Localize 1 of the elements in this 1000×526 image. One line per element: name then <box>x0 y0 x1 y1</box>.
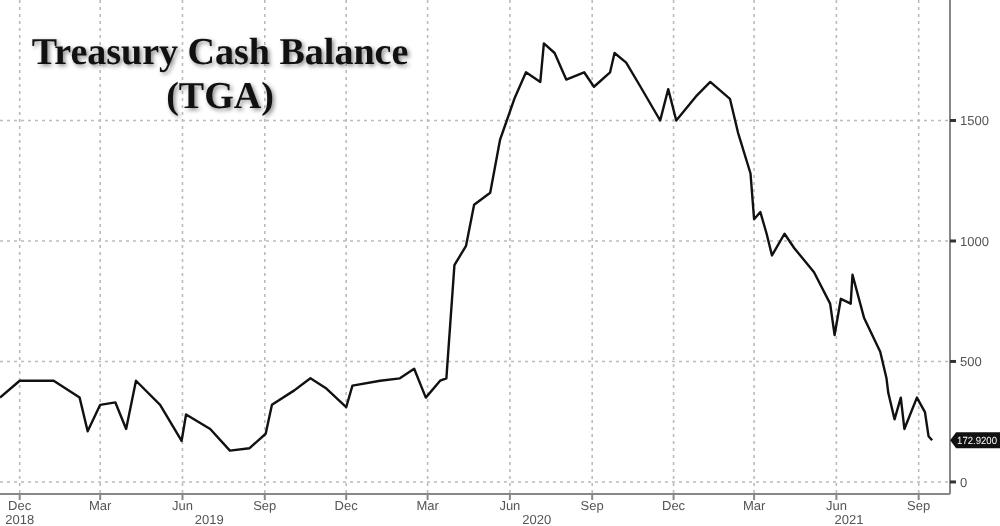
text: Treasury Cash Balance (TGA) <box>31 32 409 118</box>
